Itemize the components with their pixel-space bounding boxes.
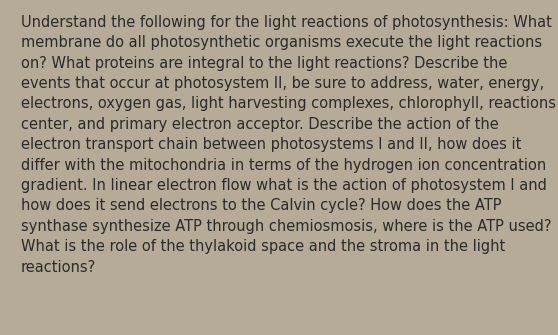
Text: Understand the following for the light reactions of photosynthesis: What membran: Understand the following for the light r… <box>21 15 556 275</box>
